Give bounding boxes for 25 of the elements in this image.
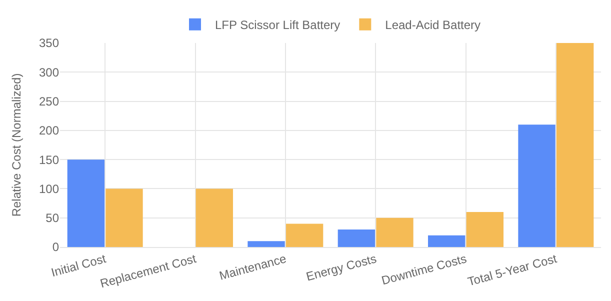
bar xyxy=(428,235,466,247)
y-tick-label: 50 xyxy=(46,211,60,226)
bar xyxy=(338,230,376,247)
y-tick-label: 200 xyxy=(38,124,60,138)
legend-label: Lead-Acid Battery xyxy=(385,18,481,32)
bar xyxy=(466,212,504,247)
legend-label: LFP Scissor Lift Battery xyxy=(215,18,340,32)
bar xyxy=(286,224,324,247)
y-tick-label: 100 xyxy=(38,182,60,196)
y-tick-label: 0 xyxy=(52,240,60,254)
y-tick-label: 300 xyxy=(38,65,60,80)
x-tick-label: Energy Costs xyxy=(304,252,378,284)
bar xyxy=(106,188,143,247)
y-tick-label: 150 xyxy=(38,152,60,167)
bar xyxy=(556,43,594,247)
y-axis-title: Relative Cost (Normalized) xyxy=(9,73,24,217)
bar xyxy=(67,160,105,247)
bar xyxy=(248,241,285,247)
y-tick-label: 250 xyxy=(38,94,60,108)
x-tick-label: Total 5-Year Cost xyxy=(466,251,559,289)
bar xyxy=(376,218,414,247)
bar xyxy=(196,188,233,247)
x-tick-label: Downtime Costs xyxy=(380,252,468,288)
y-tick-label: 350 xyxy=(38,36,60,50)
bar xyxy=(518,124,556,247)
